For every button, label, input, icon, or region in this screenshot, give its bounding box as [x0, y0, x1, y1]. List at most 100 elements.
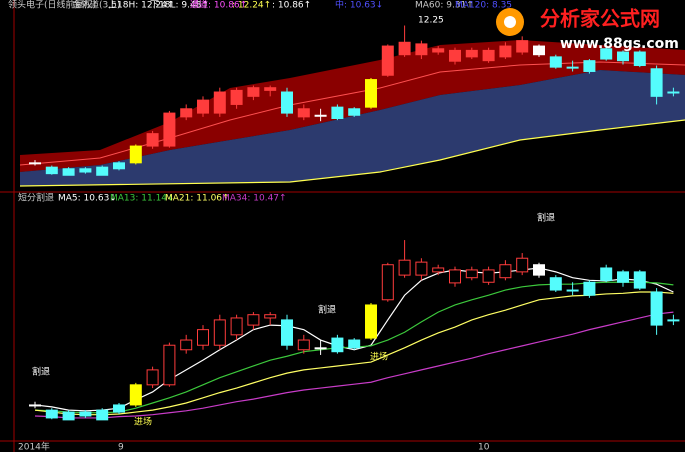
legend-entry: MA13: 11.14↓ [110, 194, 175, 204]
candle-body [650, 68, 663, 97]
candle-body [314, 114, 327, 117]
candle-body [516, 257, 529, 273]
candle-body [331, 106, 344, 120]
candle-body [667, 91, 680, 94]
watermark: 分析家公式网 www.88gs.com [496, 7, 679, 52]
candle-body [449, 269, 461, 284]
candle-body [348, 339, 361, 349]
candle-body [449, 49, 461, 62]
candle-body [163, 344, 176, 386]
candle-body [29, 162, 41, 165]
legend-entry: MA5: 10.63↓ [58, 194, 117, 204]
ma-line [34, 311, 674, 419]
candle-body [247, 87, 260, 97]
candle-body [163, 112, 176, 147]
header-text: 中: 10.63↓ [335, 0, 383, 11]
candle-body [617, 51, 629, 62]
candle-body [549, 277, 562, 291]
candle-body [499, 264, 512, 279]
candle-body [230, 89, 243, 105]
blue-band [20, 70, 685, 186]
candle-body [415, 43, 428, 56]
candle-body [365, 304, 377, 339]
candle-body [297, 108, 310, 118]
candle-body [113, 162, 125, 170]
header-text: 短分割退 [18, 192, 54, 204]
annotation: 割退 [537, 212, 555, 224]
candle-body [29, 404, 41, 407]
candle-body [45, 166, 58, 175]
candle-body [432, 48, 445, 53]
candle-body [197, 329, 209, 346]
candle-body [633, 271, 646, 289]
candle-body [281, 319, 293, 346]
candle-body [465, 269, 478, 279]
candle-body [314, 347, 327, 350]
candle-body [600, 267, 613, 281]
candle-body [213, 319, 226, 346]
candle-body [264, 87, 277, 91]
candle-body [113, 404, 125, 413]
candle-body [566, 66, 579, 69]
header-text: 领头电子(日线前复权) [8, 0, 96, 11]
x-tick-label: 10 [478, 443, 490, 452]
header-text: 下18L: 9.48↑ [150, 1, 209, 11]
annotation: 12.25 [418, 16, 444, 26]
candle-body [381, 264, 394, 301]
annotation: 进场 [134, 417, 152, 428]
candle-body [516, 40, 529, 53]
candle-body [45, 409, 58, 419]
header-text: 金轨道(3,5) [72, 0, 120, 11]
watermark-title: 分析家公式网 [540, 7, 660, 31]
candle-body [381, 45, 394, 76]
candle-body [432, 267, 445, 273]
ma-line [34, 291, 674, 416]
candle-body [297, 339, 310, 351]
candle-body [331, 337, 344, 353]
candle-body [213, 91, 226, 114]
candle-body [146, 369, 159, 386]
logo [504, 16, 516, 28]
annotation: 割退 [32, 366, 50, 378]
candle-body [230, 317, 243, 336]
candle-body [264, 314, 277, 319]
candle-body [79, 168, 92, 173]
x-tick-label: 2014年 [18, 441, 50, 452]
candle-body [465, 49, 478, 58]
candle-body [62, 411, 75, 421]
header-text: : 12.24↑ [232, 1, 271, 11]
candle-body [96, 409, 109, 421]
header-text: MA60: 9.31↑ [415, 1, 474, 11]
candle-body [583, 60, 596, 72]
top-header: 领头电子(日线前复权) 金轨道(3,5) 上18H: 12.24↑ 下18L: … [8, 0, 512, 11]
candle-body [549, 56, 562, 68]
candle-body [197, 99, 209, 114]
candle-body [398, 259, 411, 276]
x-tick-label: 9 [118, 443, 124, 452]
candle-body [650, 291, 663, 326]
annotation: 进场 [370, 352, 388, 363]
candle-body [62, 168, 75, 176]
bottom-header: 短分割退 MA5: 10.63↓ MA13: 11.14↓ MA21: 11.0… [18, 192, 287, 204]
header-text: 上18H: 12.24↑ [108, 0, 174, 11]
candle-body [566, 289, 579, 292]
candle-body [180, 108, 193, 118]
candle-body [667, 319, 680, 322]
candle-body [348, 108, 361, 116]
candle-body [180, 339, 193, 351]
header-text: MA120: 8.35 [455, 1, 512, 11]
marks [29, 25, 680, 421]
candle-body [617, 271, 629, 283]
candle-body [583, 281, 596, 296]
watermark-url: www.88gs.com [560, 36, 679, 52]
candle-body [129, 384, 142, 406]
candle-body [247, 314, 260, 326]
candle-body [129, 145, 142, 164]
legend-entry: MA21: 11.06↑ [165, 194, 230, 204]
candle-body [96, 166, 109, 176]
candle-body [499, 45, 512, 58]
candle-body [482, 49, 495, 62]
candle-body [533, 45, 545, 56]
